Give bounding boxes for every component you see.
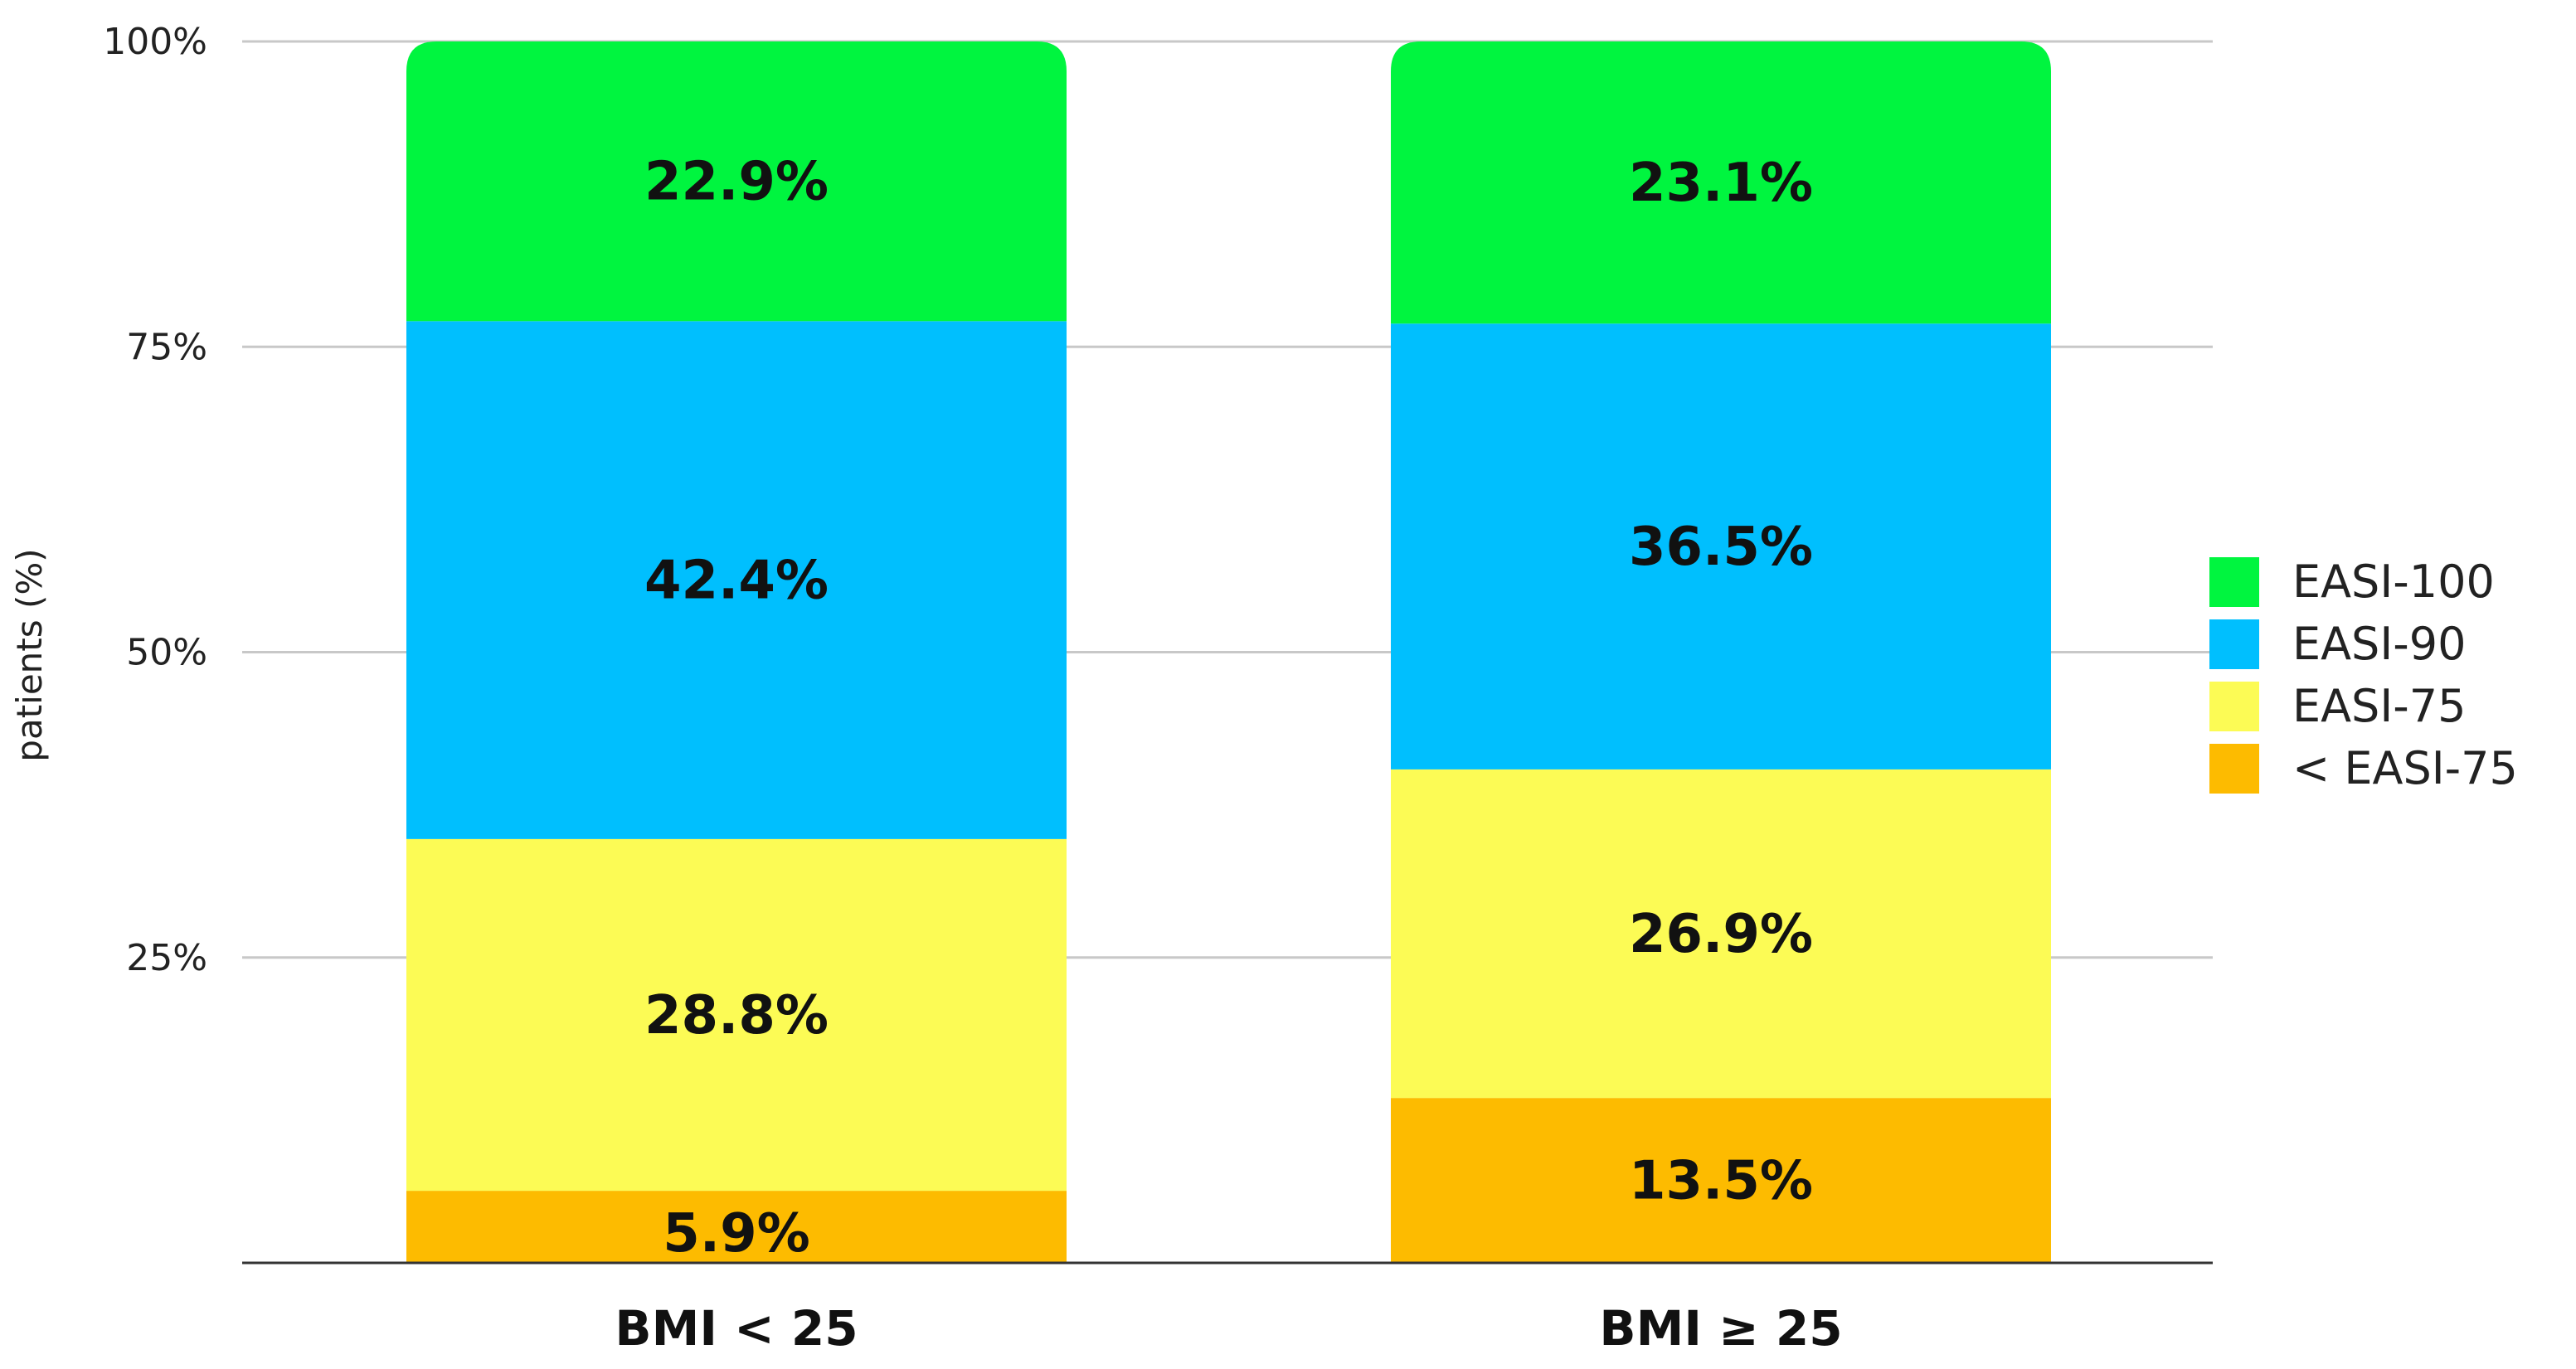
legend-swatch [2209,619,2259,669]
bar-segment-easi-75 [1391,769,2051,1099]
y-axis-title: patients (%) [9,548,50,761]
y-tick-label: 50% [126,632,207,674]
bar-segment-easi-90 [406,321,1067,839]
segment-labels: 5.9% 28.8% 42.4% 22.9% 13.5% 26.9% 36.5% 23.1% [644,152,1813,1265]
legend-label: EASI-100 [2292,556,2495,608]
legend-label: EASI-75 [2292,680,2466,732]
x-axis-categories: BMI < 25 BMI ≥ 25 [615,1300,1842,1357]
x-category-label: BMI < 25 [615,1300,858,1357]
legend-swatch [2209,557,2259,607]
y-tick-label: 75% [126,326,207,368]
bar-segment-easi-75 [406,838,1067,1192]
legend-label: EASI-90 [2292,618,2466,670]
segment-value-label: 28.8% [644,985,829,1046]
segment-value-label: 42.4% [644,551,829,612]
bar-segment-easi-100 [1391,41,2051,324]
y-tick-label: 100% [103,21,207,63]
bar-segment-easi-75 [1391,1098,2051,1263]
segment-value-label: 5.9% [663,1203,810,1265]
legend: EASI-100 EASI-90 EASI-75 < EASI-75 [2209,556,2518,794]
bar-segment-easi-100 [406,41,1067,322]
segment-value-label: 23.1% [1629,153,1813,214]
bar-segment-easi-90 [1391,323,2051,769]
segment-value-label: 13.5% [1629,1151,1813,1212]
y-axis-ticks: 100% 75% 50% 25% [103,21,207,979]
bar-stack [1391,41,2051,1263]
segment-value-label: 26.9% [1629,904,1813,965]
x-category-label: BMI ≥ 25 [1599,1300,1842,1357]
y-tick-label: 25% [126,937,207,979]
legend-swatch [2209,744,2259,794]
bars [406,41,2051,1263]
segment-value-label: 36.5% [1629,517,1813,578]
bar-segment-easi-75 [406,1191,1067,1263]
bar-stack [406,41,1067,1263]
segment-value-label: 22.9% [644,152,829,213]
legend-swatch [2209,682,2259,731]
legend-label: < EASI-75 [2292,742,2518,794]
